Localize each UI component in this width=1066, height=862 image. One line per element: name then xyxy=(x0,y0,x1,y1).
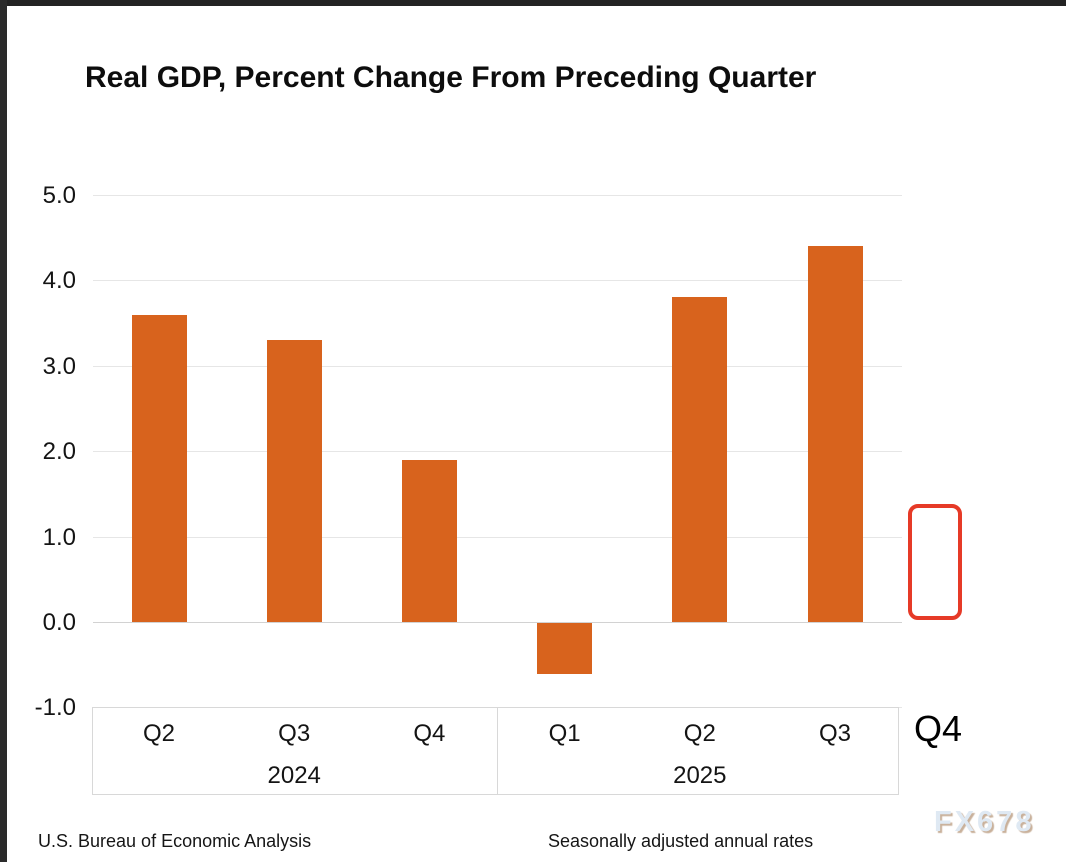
y-axis-tick-label-2.0: 2.0 xyxy=(42,438,76,466)
left-border-strip xyxy=(0,0,7,862)
gridline-1.0 xyxy=(93,536,902,538)
pending-q4-placeholder-box xyxy=(908,504,962,620)
x-axis-label-box xyxy=(92,707,899,795)
x-axis-label-q2-2024: Q2 xyxy=(142,720,176,747)
bar-q4-2024 xyxy=(401,459,457,622)
y-axis-tick-label-3.0: 3.0 xyxy=(42,352,76,380)
x-axis-label-q4-2024: Q4 xyxy=(413,720,446,747)
gridline-3.0 xyxy=(93,365,902,367)
x-axis-label-q4-pending: Q4 xyxy=(913,708,963,749)
gridline-0.0 xyxy=(93,622,902,623)
bar-q1-2025 xyxy=(537,623,593,675)
gridline-4.0 xyxy=(93,280,902,282)
bar-q2-2024 xyxy=(131,314,187,622)
year-group-separator xyxy=(497,708,498,794)
y-axis-tick-label-0.0: 0.0 xyxy=(42,609,76,636)
source-note: U.S. Bureau of Economic Analysis xyxy=(38,831,312,851)
top-border-strip xyxy=(0,0,1066,6)
y-axis-tick-label-4.0: 4.0 xyxy=(42,267,76,295)
adjustment-note: Seasonally adjusted annual rates xyxy=(548,831,814,851)
bar-q2-2025 xyxy=(672,297,728,622)
y-axis-tick-label-1.0: 1.0 xyxy=(42,523,76,551)
y-axis-tick-label-5.0: 5.0 xyxy=(42,182,76,209)
gridline-2.0 xyxy=(93,451,902,453)
y-axis-tick-label--1.0: -1.0 xyxy=(34,694,76,722)
chart-title: Real GDP, Percent Change From Preceding … xyxy=(85,61,817,94)
watermark-fx678: FX678 xyxy=(934,806,1035,838)
bar-q3-2025 xyxy=(807,246,863,622)
gridline-5.0 xyxy=(93,195,902,196)
x-axis-label-q3-2025: Q3 xyxy=(818,720,852,747)
x-axis-label-q2-2025: Q2 xyxy=(683,720,716,747)
x-axis-year-label-2025: 2025 xyxy=(673,762,727,789)
x-axis-label-q1-2025: Q1 xyxy=(548,720,581,747)
x-axis-label-q3-2024: Q3 xyxy=(278,720,311,747)
x-axis-year-label-2024: 2024 xyxy=(267,762,321,789)
bar-q3-2024 xyxy=(266,340,322,622)
